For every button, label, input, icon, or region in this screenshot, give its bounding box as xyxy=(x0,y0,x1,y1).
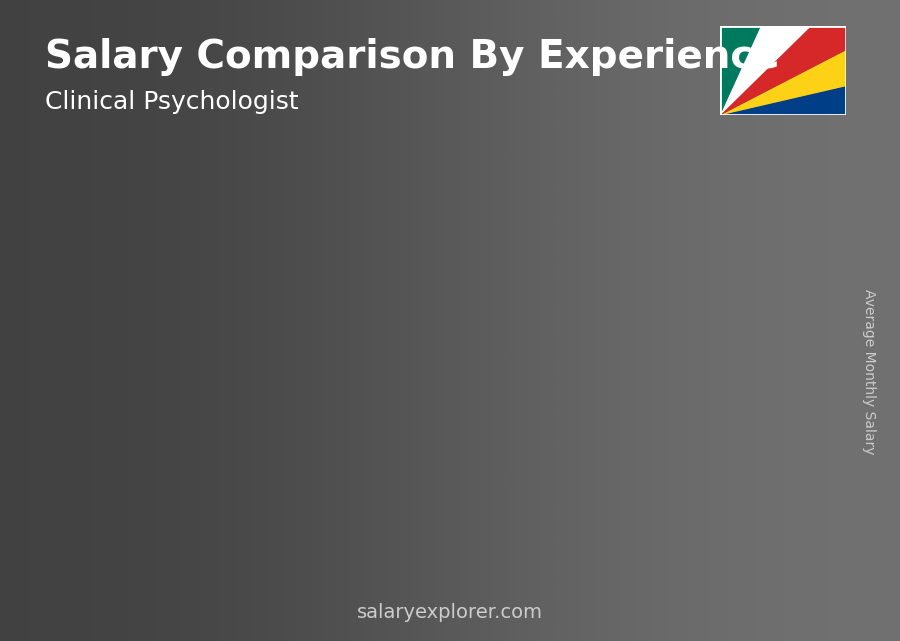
Polygon shape xyxy=(720,26,846,115)
Text: $\bf{<}$ 2 Years: $\bf{<}$ 2 Years xyxy=(78,586,174,604)
Text: 0 SCR: 0 SCR xyxy=(345,379,394,397)
Bar xyxy=(333,410,399,564)
Text: Average Monthly Salary: Average Monthly Salary xyxy=(861,289,876,454)
Bar xyxy=(453,359,519,564)
Polygon shape xyxy=(93,507,166,517)
Polygon shape xyxy=(519,350,526,564)
Text: +nan%: +nan% xyxy=(91,451,178,472)
Text: 0 SCR: 0 SCR xyxy=(465,328,514,346)
Text: 0 SCR: 0 SCR xyxy=(105,486,154,504)
Polygon shape xyxy=(573,299,646,308)
Polygon shape xyxy=(720,50,846,115)
Text: $\bf{20+}$ Years: $\bf{20+}$ Years xyxy=(674,586,778,604)
Polygon shape xyxy=(399,401,406,564)
Polygon shape xyxy=(720,87,846,115)
Polygon shape xyxy=(213,467,286,476)
Text: salaryexplorer.com: salaryexplorer.com xyxy=(357,603,543,622)
Text: 0 SCR: 0 SCR xyxy=(705,222,754,240)
Polygon shape xyxy=(693,244,766,253)
Text: $\bf{2}$ to 5: $\bf{2}$ to 5 xyxy=(219,586,273,604)
Bar xyxy=(693,253,759,564)
Polygon shape xyxy=(720,26,812,115)
Polygon shape xyxy=(279,467,286,564)
Text: 0 SCR: 0 SCR xyxy=(585,277,634,295)
Text: 0 SCR: 0 SCR xyxy=(225,445,274,463)
Polygon shape xyxy=(159,507,166,564)
Polygon shape xyxy=(759,244,766,564)
Polygon shape xyxy=(333,401,406,410)
Polygon shape xyxy=(639,299,646,564)
Bar xyxy=(573,308,639,564)
Bar xyxy=(93,517,159,564)
Text: +nan%: +nan% xyxy=(451,287,538,306)
Text: $\bf{5}$ to 10: $\bf{5}$ to 10 xyxy=(333,586,399,604)
Text: Salary Comparison By Experience: Salary Comparison By Experience xyxy=(45,38,779,76)
Bar xyxy=(213,476,279,564)
Text: +nan%: +nan% xyxy=(330,335,419,354)
Text: $\bf{15}$ to 20: $\bf{15}$ to 20 xyxy=(567,586,645,604)
Text: $\bf{10}$ to 15: $\bf{10}$ to 15 xyxy=(447,586,525,604)
Polygon shape xyxy=(720,26,760,115)
Text: +nan%: +nan% xyxy=(211,400,298,420)
Polygon shape xyxy=(453,350,526,359)
Text: Clinical Psychologist: Clinical Psychologist xyxy=(45,90,299,113)
Text: +nan%: +nan% xyxy=(571,239,658,259)
